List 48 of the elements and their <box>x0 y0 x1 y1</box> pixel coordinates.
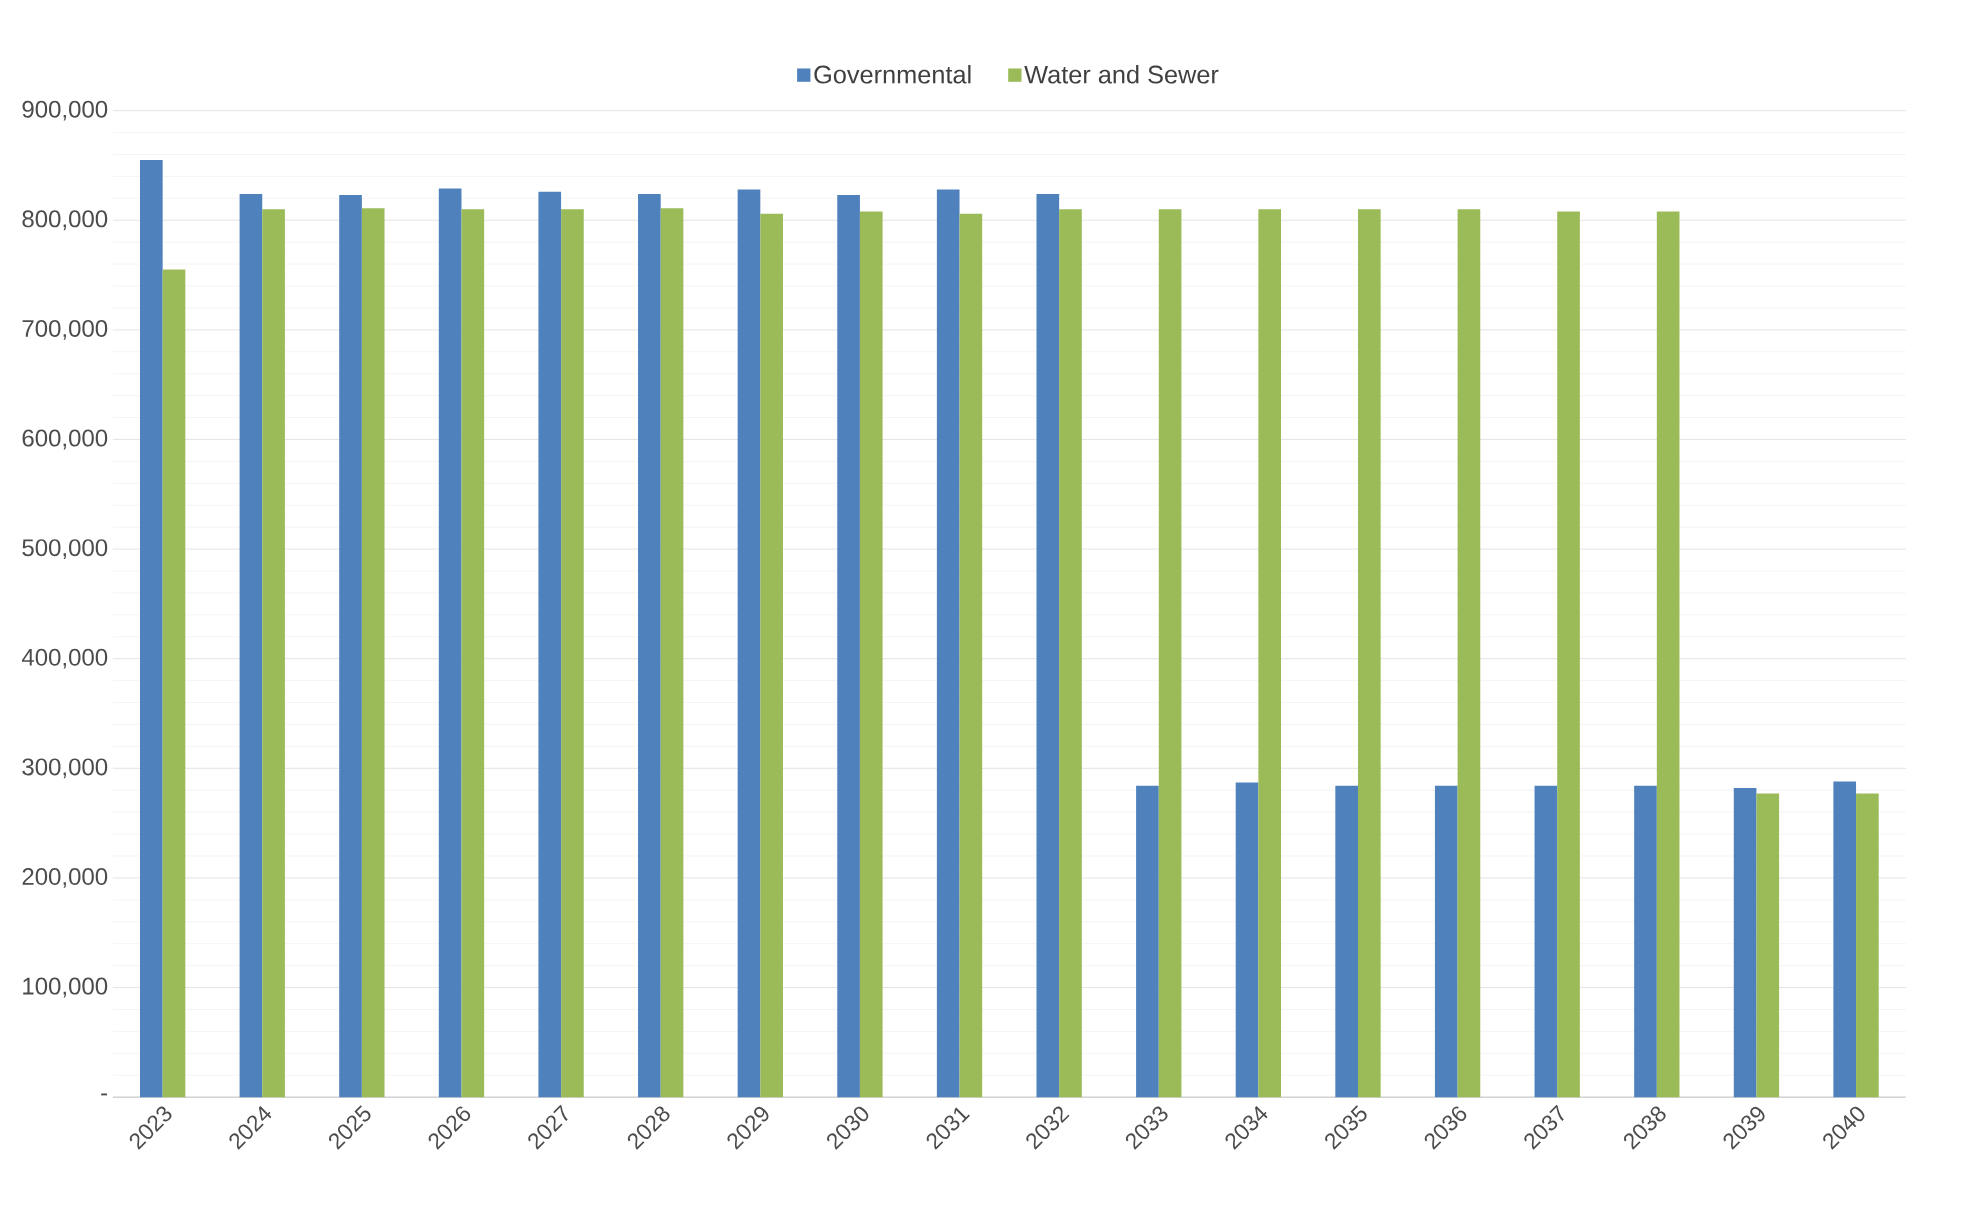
bar <box>936 189 960 1098</box>
y-tick-label: 300,000 <box>22 758 108 779</box>
bar <box>139 159 163 1098</box>
bar <box>1756 793 1780 1098</box>
y-tick-label: - <box>101 1093 108 1096</box>
legend-label: Governmental <box>814 64 971 84</box>
y-tick-label: 900,000 <box>22 100 108 121</box>
y-tick-label: 200,000 <box>22 867 108 888</box>
bar <box>262 209 285 1098</box>
y-tick-label: 500,000 <box>22 539 108 559</box>
bar <box>760 213 783 1098</box>
bar <box>638 193 661 1098</box>
bar <box>959 213 983 1098</box>
y-tick-label: 400,000 <box>21 648 108 669</box>
legend-label: Water and Sewer <box>1024 64 1219 84</box>
bar <box>1856 793 1879 1098</box>
bar <box>1335 785 1358 1098</box>
y-tick-label: 700,000 <box>22 319 108 340</box>
bar <box>1136 785 1159 1098</box>
bar <box>162 269 186 1098</box>
bar <box>1534 785 1558 1098</box>
y-tick-label: 600,000 <box>22 429 108 450</box>
bar <box>1656 211 1680 1098</box>
bar <box>361 208 385 1098</box>
bar <box>859 211 883 1098</box>
bar <box>239 193 263 1098</box>
bar <box>837 194 860 1098</box>
bar <box>1357 209 1381 1098</box>
bar <box>1235 782 1259 1098</box>
bar <box>1634 785 1657 1098</box>
bar <box>1158 209 1182 1098</box>
bar <box>737 189 761 1098</box>
bar <box>461 209 485 1098</box>
bar <box>1457 209 1481 1098</box>
bar <box>660 208 684 1098</box>
bar <box>1434 785 1458 1098</box>
y-tick-label: 100,000 <box>23 977 108 998</box>
bar <box>1557 211 1580 1098</box>
bar <box>438 188 462 1098</box>
bar <box>339 194 362 1098</box>
bar <box>1258 209 1282 1098</box>
bar <box>561 209 584 1098</box>
bar <box>1036 193 1060 1098</box>
bar <box>538 191 562 1098</box>
y-tick-label: 800,000 <box>22 210 108 231</box>
bar <box>1059 209 1082 1098</box>
bar <box>1833 781 1857 1098</box>
bar <box>1733 787 1757 1098</box>
